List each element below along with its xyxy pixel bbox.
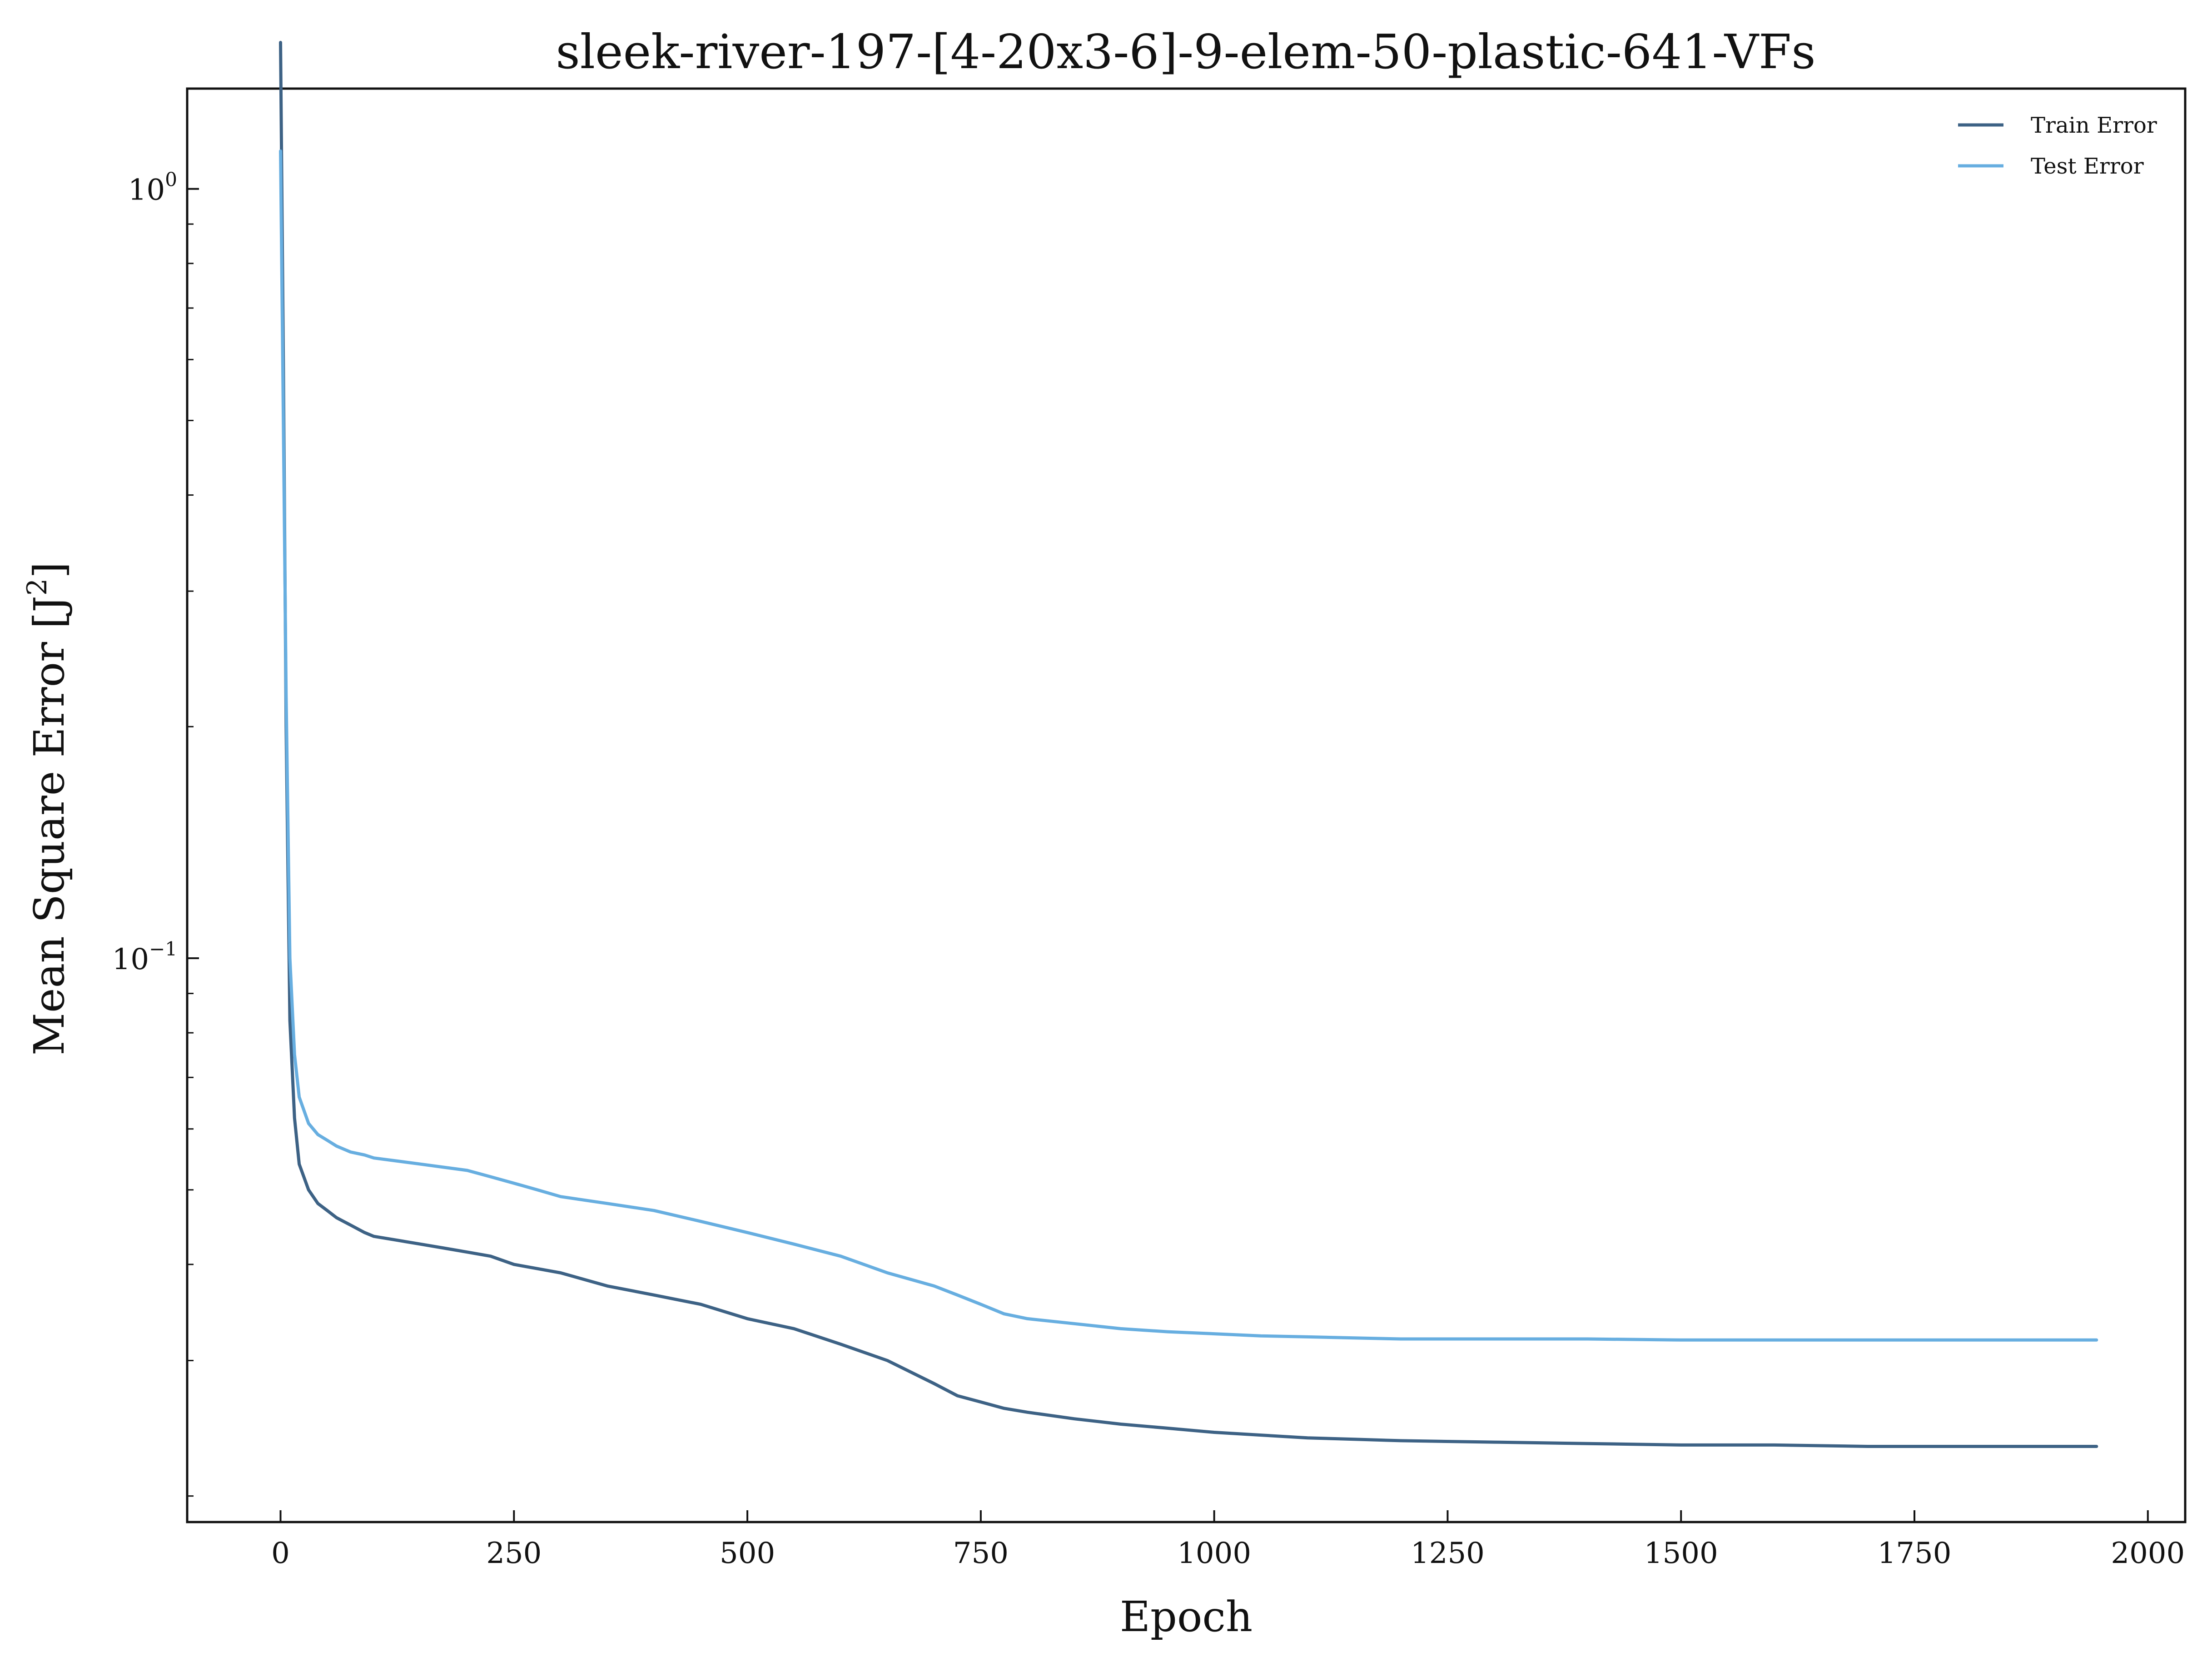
x-tick-label: 1250 — [1411, 1537, 1485, 1570]
y-axis-ticks: 100 10−1 — [112, 169, 199, 1497]
series-line-train-error — [279, 40, 2098, 1448]
x-tick-label: 750 — [953, 1537, 1009, 1570]
x-axis-label: Epoch — [1120, 1592, 1253, 1641]
chart-title: sleek-river-197-[4-20x3-6]-9-elem-50-pla… — [556, 24, 1815, 80]
legend-label-train: Train Error — [2031, 113, 2157, 138]
series-group — [279, 40, 2098, 1448]
y-axis-label-superscript: 2 — [21, 578, 53, 596]
series-line-test-error — [279, 149, 2098, 1342]
plot-frame — [186, 87, 2187, 1523]
legend-label-test: Test Error — [2031, 154, 2144, 179]
y-axis-label-main: Mean Square Error [J — [25, 596, 74, 1055]
y-axis-label-end: ] — [25, 562, 74, 578]
x-tick-label: 0 — [271, 1537, 290, 1570]
y-axis-label: Mean Square Error [J2] — [21, 562, 74, 1055]
y-tick-label: 10−1 — [112, 938, 177, 976]
y-tick-label: 100 — [128, 169, 177, 207]
x-tick-label: 250 — [486, 1537, 542, 1570]
x-axis-ticks: 0 250 500 750 1000 1250 1500 1750 2000 — [271, 1510, 2185, 1570]
x-tick-label: 1500 — [1644, 1537, 1718, 1570]
x-tick-label: 500 — [720, 1537, 775, 1570]
plot-area: 0 250 500 750 1000 1250 1500 1750 2000 100 10−1 — [112, 40, 2187, 1570]
x-tick-label: 1000 — [1177, 1537, 1251, 1570]
x-tick-label: 2000 — [2111, 1537, 2185, 1570]
legend: Train Error Test Error — [1958, 113, 2157, 179]
x-tick-label: 1750 — [1878, 1537, 1952, 1570]
